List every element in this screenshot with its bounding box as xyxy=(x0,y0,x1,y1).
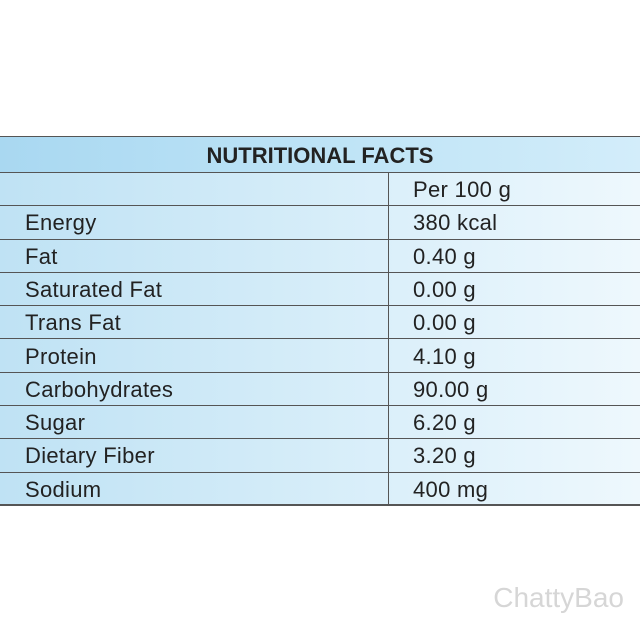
nutrient-name: Trans Fat xyxy=(25,310,122,336)
table-row: Saturated Fat 0.00 g xyxy=(0,273,640,307)
nutrient-amount: 0.40 g xyxy=(413,243,476,269)
nutrient-amount: 3.20 g xyxy=(413,443,476,469)
table-row: Trans Fat 0.00 g xyxy=(0,306,640,340)
unit-header: Per 100 g xyxy=(413,177,512,202)
table-row: Sodium 400 mg xyxy=(0,473,640,506)
nutrient-amount: 400 mg xyxy=(413,476,489,502)
nutrient-amount: 0.00 g xyxy=(413,276,476,302)
nutrient-name: Sodium xyxy=(25,476,102,502)
table-row: Dietary Fiber 3.20 g xyxy=(0,439,640,473)
nutrient-name: Sugar xyxy=(25,410,86,436)
table-row: Carbohydrates 90.00 g xyxy=(0,373,640,407)
table-row: Sugar 6.20 g xyxy=(0,406,640,440)
nutrient-amount: 0.00 g xyxy=(413,310,476,336)
nutrition-table: NUTRITIONAL FACTS Per 100 g Energy 380 kc… xyxy=(0,136,640,506)
column-divider xyxy=(388,173,389,504)
nutrient-amount: 90.00 g xyxy=(413,376,489,402)
table-row: Energy 380 kcal xyxy=(0,206,640,240)
nutrient-amount: 6.20 g xyxy=(413,410,476,436)
watermark: ChattyBao xyxy=(493,582,624,613)
table-row: Fat 0.40 g xyxy=(0,240,640,273)
nutrient-name: Energy xyxy=(25,210,97,236)
nutrient-name: Fat xyxy=(25,243,58,269)
nutrient-name: Saturated Fat xyxy=(25,276,163,302)
table-title: NUTRITIONAL FACTS xyxy=(0,137,640,173)
table-row: Protein 4.10 g xyxy=(0,340,640,373)
unit-row: Per 100 g xyxy=(0,173,640,207)
nutrient-name: Dietary Fiber xyxy=(25,443,155,469)
nutrient-amount: 380 kcal xyxy=(413,210,498,236)
nutrient-amount: 4.10 g xyxy=(413,343,476,369)
nutrient-name: Carbohydrates xyxy=(25,376,174,402)
nutrient-name: Protein xyxy=(25,343,97,369)
